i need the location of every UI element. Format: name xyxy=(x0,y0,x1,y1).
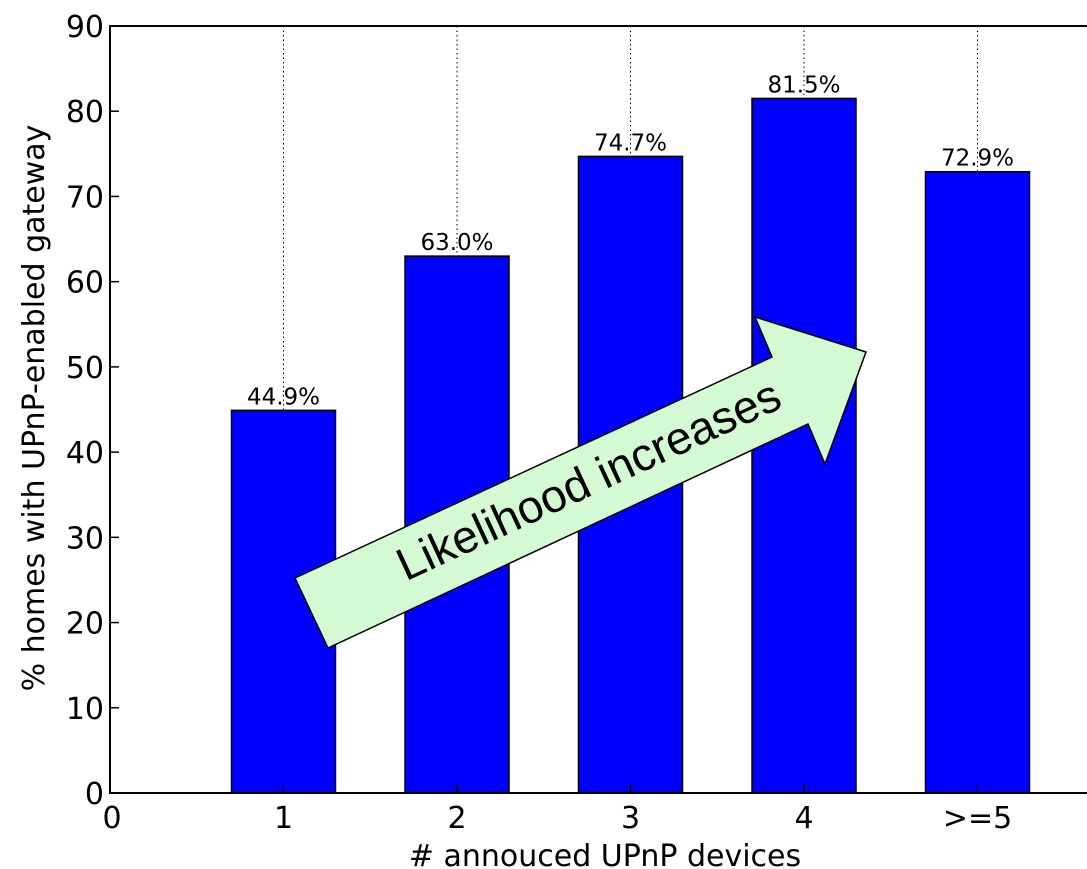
x-tick-label: 2 xyxy=(447,801,466,836)
y-axis-label: % homes with UPnP-enabled gateway xyxy=(17,125,52,692)
data-label: 44.9% xyxy=(247,384,320,410)
data-label: 81.5% xyxy=(767,72,840,98)
arrow-shape xyxy=(293,315,867,649)
x-axis-label: # annouced UPnP devices xyxy=(409,839,801,869)
x-tick-label: 3 xyxy=(621,801,640,836)
y-tick-label: 30 xyxy=(66,521,104,556)
bar xyxy=(924,170,1031,794)
y-tick-label: 10 xyxy=(66,692,104,727)
x-tick-label: 0 xyxy=(102,801,121,836)
plot-border xyxy=(109,25,1087,794)
plot-frame xyxy=(109,25,1087,794)
y-tick-label: 40 xyxy=(66,436,104,471)
y-tick-label: 70 xyxy=(66,180,104,215)
y-tick-label: 20 xyxy=(66,607,104,642)
y-tick-label: 50 xyxy=(66,351,104,386)
y-tick-label: 60 xyxy=(66,266,104,301)
data-labels: 44.9% 63.0% 74.7% 81.5% 72.9% xyxy=(247,72,1014,410)
data-label: 72.9% xyxy=(941,146,1014,172)
y-tick-label: 80 xyxy=(66,95,104,130)
x-tick-label: 4 xyxy=(794,801,813,836)
data-label: 63.0% xyxy=(420,230,493,256)
y-tick-label: 90 xyxy=(66,10,104,45)
x-tick-label: >=5 xyxy=(943,801,1012,836)
x-tick-label: 1 xyxy=(274,801,293,836)
x-axis-ticks: 0 1 2 3 4 >=5 xyxy=(102,784,1012,836)
data-label: 74.7% xyxy=(594,130,667,156)
y-axis-ticks: 0 10 20 30 40 50 60 70 80 90 xyxy=(66,10,119,812)
y-tick-label: 0 xyxy=(85,777,104,812)
bar xyxy=(751,97,857,794)
